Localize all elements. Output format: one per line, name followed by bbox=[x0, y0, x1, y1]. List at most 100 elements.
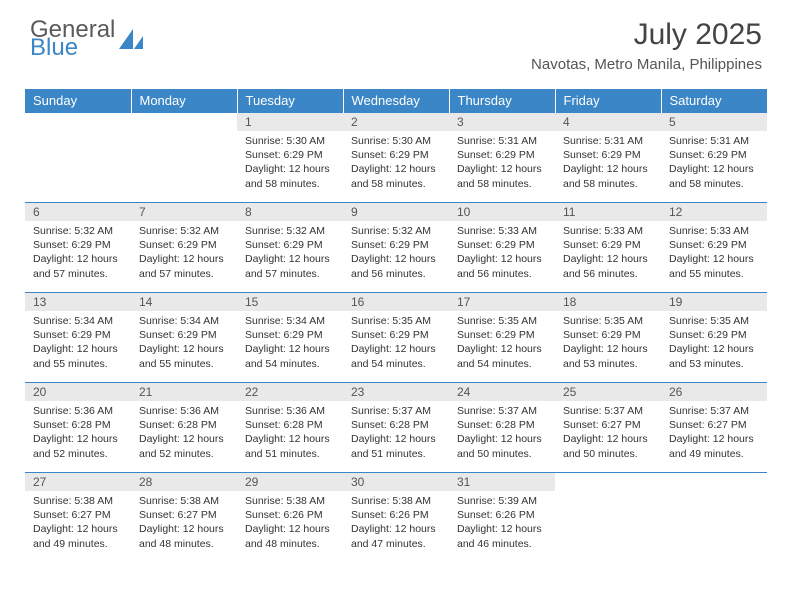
calendar-cell bbox=[661, 473, 767, 563]
calendar-cell: 24Sunrise: 5:37 AMSunset: 6:28 PMDayligh… bbox=[449, 383, 555, 473]
day-details: Sunrise: 5:37 AMSunset: 6:27 PMDaylight:… bbox=[661, 401, 767, 465]
logo: General Blue bbox=[30, 18, 145, 66]
day-details: Sunrise: 5:33 AMSunset: 6:29 PMDaylight:… bbox=[661, 221, 767, 285]
calendar-cell: 21Sunrise: 5:36 AMSunset: 6:28 PMDayligh… bbox=[131, 383, 237, 473]
calendar-row: 1Sunrise: 5:30 AMSunset: 6:29 PMDaylight… bbox=[25, 113, 767, 203]
calendar-cell: 25Sunrise: 5:37 AMSunset: 6:27 PMDayligh… bbox=[555, 383, 661, 473]
month-title: July 2025 bbox=[531, 18, 762, 52]
day-number: 13 bbox=[25, 293, 131, 311]
calendar-cell: 12Sunrise: 5:33 AMSunset: 6:29 PMDayligh… bbox=[661, 203, 767, 293]
day-number: 2 bbox=[343, 113, 449, 131]
day-number: 15 bbox=[237, 293, 343, 311]
day-number: 4 bbox=[555, 113, 661, 131]
day-number: 10 bbox=[449, 203, 555, 221]
weekday-header: Wednesday bbox=[343, 89, 449, 113]
logo-text: General Blue bbox=[30, 18, 115, 66]
calendar-cell: 5Sunrise: 5:31 AMSunset: 6:29 PMDaylight… bbox=[661, 113, 767, 203]
calendar-cell: 26Sunrise: 5:37 AMSunset: 6:27 PMDayligh… bbox=[661, 383, 767, 473]
calendar-cell: 6Sunrise: 5:32 AMSunset: 6:29 PMDaylight… bbox=[25, 203, 131, 293]
day-details: Sunrise: 5:36 AMSunset: 6:28 PMDaylight:… bbox=[25, 401, 131, 465]
calendar-row: 27Sunrise: 5:38 AMSunset: 6:27 PMDayligh… bbox=[25, 473, 767, 563]
calendar-cell: 29Sunrise: 5:38 AMSunset: 6:26 PMDayligh… bbox=[237, 473, 343, 563]
day-number: 26 bbox=[661, 383, 767, 401]
day-details: Sunrise: 5:31 AMSunset: 6:29 PMDaylight:… bbox=[555, 131, 661, 195]
day-number: 25 bbox=[555, 383, 661, 401]
day-details: Sunrise: 5:31 AMSunset: 6:29 PMDaylight:… bbox=[661, 131, 767, 195]
day-number: 21 bbox=[131, 383, 237, 401]
day-details: Sunrise: 5:32 AMSunset: 6:29 PMDaylight:… bbox=[25, 221, 131, 285]
weekday-header: Tuesday bbox=[237, 89, 343, 113]
calendar-cell: 3Sunrise: 5:31 AMSunset: 6:29 PMDaylight… bbox=[449, 113, 555, 203]
header: General Blue July 2025 Navotas, Metro Ma… bbox=[0, 0, 792, 79]
logo-sail-icon bbox=[119, 29, 145, 56]
calendar-cell bbox=[25, 113, 131, 203]
day-details: Sunrise: 5:39 AMSunset: 6:26 PMDaylight:… bbox=[449, 491, 555, 555]
calendar-cell: 18Sunrise: 5:35 AMSunset: 6:29 PMDayligh… bbox=[555, 293, 661, 383]
calendar-cell bbox=[555, 473, 661, 563]
day-number: 18 bbox=[555, 293, 661, 311]
day-number: 16 bbox=[343, 293, 449, 311]
day-details: Sunrise: 5:34 AMSunset: 6:29 PMDaylight:… bbox=[131, 311, 237, 375]
weekday-header: Monday bbox=[131, 89, 237, 113]
day-details: Sunrise: 5:32 AMSunset: 6:29 PMDaylight:… bbox=[237, 221, 343, 285]
day-details: Sunrise: 5:38 AMSunset: 6:26 PMDaylight:… bbox=[343, 491, 449, 555]
calendar-cell: 7Sunrise: 5:32 AMSunset: 6:29 PMDaylight… bbox=[131, 203, 237, 293]
day-details: Sunrise: 5:35 AMSunset: 6:29 PMDaylight:… bbox=[343, 311, 449, 375]
calendar-body: 1Sunrise: 5:30 AMSunset: 6:29 PMDaylight… bbox=[25, 113, 767, 563]
day-number: 3 bbox=[449, 113, 555, 131]
calendar-cell: 9Sunrise: 5:32 AMSunset: 6:29 PMDaylight… bbox=[343, 203, 449, 293]
day-number: 12 bbox=[661, 203, 767, 221]
calendar-cell: 2Sunrise: 5:30 AMSunset: 6:29 PMDaylight… bbox=[343, 113, 449, 203]
day-number: 17 bbox=[449, 293, 555, 311]
day-number: 22 bbox=[237, 383, 343, 401]
calendar-cell: 1Sunrise: 5:30 AMSunset: 6:29 PMDaylight… bbox=[237, 113, 343, 203]
weekday-header: Friday bbox=[555, 89, 661, 113]
calendar-cell: 30Sunrise: 5:38 AMSunset: 6:26 PMDayligh… bbox=[343, 473, 449, 563]
location: Navotas, Metro Manila, Philippines bbox=[531, 56, 762, 73]
calendar-cell: 28Sunrise: 5:38 AMSunset: 6:27 PMDayligh… bbox=[131, 473, 237, 563]
weekday-header: Sunday bbox=[25, 89, 131, 113]
day-number: 5 bbox=[661, 113, 767, 131]
calendar-cell: 23Sunrise: 5:37 AMSunset: 6:28 PMDayligh… bbox=[343, 383, 449, 473]
day-details: Sunrise: 5:31 AMSunset: 6:29 PMDaylight:… bbox=[449, 131, 555, 195]
day-number: 14 bbox=[131, 293, 237, 311]
day-details: Sunrise: 5:35 AMSunset: 6:29 PMDaylight:… bbox=[449, 311, 555, 375]
weekday-header: Thursday bbox=[449, 89, 555, 113]
calendar-cell: 17Sunrise: 5:35 AMSunset: 6:29 PMDayligh… bbox=[449, 293, 555, 383]
calendar-cell: 16Sunrise: 5:35 AMSunset: 6:29 PMDayligh… bbox=[343, 293, 449, 383]
day-number: 9 bbox=[343, 203, 449, 221]
calendar-table: SundayMondayTuesdayWednesdayThursdayFrid… bbox=[25, 89, 767, 563]
day-number: 24 bbox=[449, 383, 555, 401]
day-details: Sunrise: 5:32 AMSunset: 6:29 PMDaylight:… bbox=[131, 221, 237, 285]
day-details: Sunrise: 5:35 AMSunset: 6:29 PMDaylight:… bbox=[555, 311, 661, 375]
calendar-cell: 22Sunrise: 5:36 AMSunset: 6:28 PMDayligh… bbox=[237, 383, 343, 473]
calendar-cell: 13Sunrise: 5:34 AMSunset: 6:29 PMDayligh… bbox=[25, 293, 131, 383]
calendar-cell: 19Sunrise: 5:35 AMSunset: 6:29 PMDayligh… bbox=[661, 293, 767, 383]
logo-word-blue: Blue bbox=[30, 34, 78, 61]
day-details: Sunrise: 5:38 AMSunset: 6:27 PMDaylight:… bbox=[25, 491, 131, 555]
day-number: 23 bbox=[343, 383, 449, 401]
calendar-cell: 14Sunrise: 5:34 AMSunset: 6:29 PMDayligh… bbox=[131, 293, 237, 383]
day-number: 28 bbox=[131, 473, 237, 491]
day-number: 30 bbox=[343, 473, 449, 491]
day-number: 31 bbox=[449, 473, 555, 491]
day-number: 20 bbox=[25, 383, 131, 401]
day-number: 7 bbox=[131, 203, 237, 221]
day-number: 11 bbox=[555, 203, 661, 221]
day-number: 8 bbox=[237, 203, 343, 221]
day-details: Sunrise: 5:36 AMSunset: 6:28 PMDaylight:… bbox=[131, 401, 237, 465]
weekday-header: Saturday bbox=[661, 89, 767, 113]
calendar-cell: 8Sunrise: 5:32 AMSunset: 6:29 PMDaylight… bbox=[237, 203, 343, 293]
day-details: Sunrise: 5:37 AMSunset: 6:28 PMDaylight:… bbox=[343, 401, 449, 465]
day-details: Sunrise: 5:34 AMSunset: 6:29 PMDaylight:… bbox=[237, 311, 343, 375]
day-details: Sunrise: 5:33 AMSunset: 6:29 PMDaylight:… bbox=[449, 221, 555, 285]
day-details: Sunrise: 5:34 AMSunset: 6:29 PMDaylight:… bbox=[25, 311, 131, 375]
day-details: Sunrise: 5:35 AMSunset: 6:29 PMDaylight:… bbox=[661, 311, 767, 375]
day-details: Sunrise: 5:33 AMSunset: 6:29 PMDaylight:… bbox=[555, 221, 661, 285]
calendar-row: 6Sunrise: 5:32 AMSunset: 6:29 PMDaylight… bbox=[25, 203, 767, 293]
calendar-cell: 11Sunrise: 5:33 AMSunset: 6:29 PMDayligh… bbox=[555, 203, 661, 293]
calendar-cell: 15Sunrise: 5:34 AMSunset: 6:29 PMDayligh… bbox=[237, 293, 343, 383]
day-details: Sunrise: 5:30 AMSunset: 6:29 PMDaylight:… bbox=[343, 131, 449, 195]
day-details: Sunrise: 5:36 AMSunset: 6:28 PMDaylight:… bbox=[237, 401, 343, 465]
calendar-cell: 4Sunrise: 5:31 AMSunset: 6:29 PMDaylight… bbox=[555, 113, 661, 203]
